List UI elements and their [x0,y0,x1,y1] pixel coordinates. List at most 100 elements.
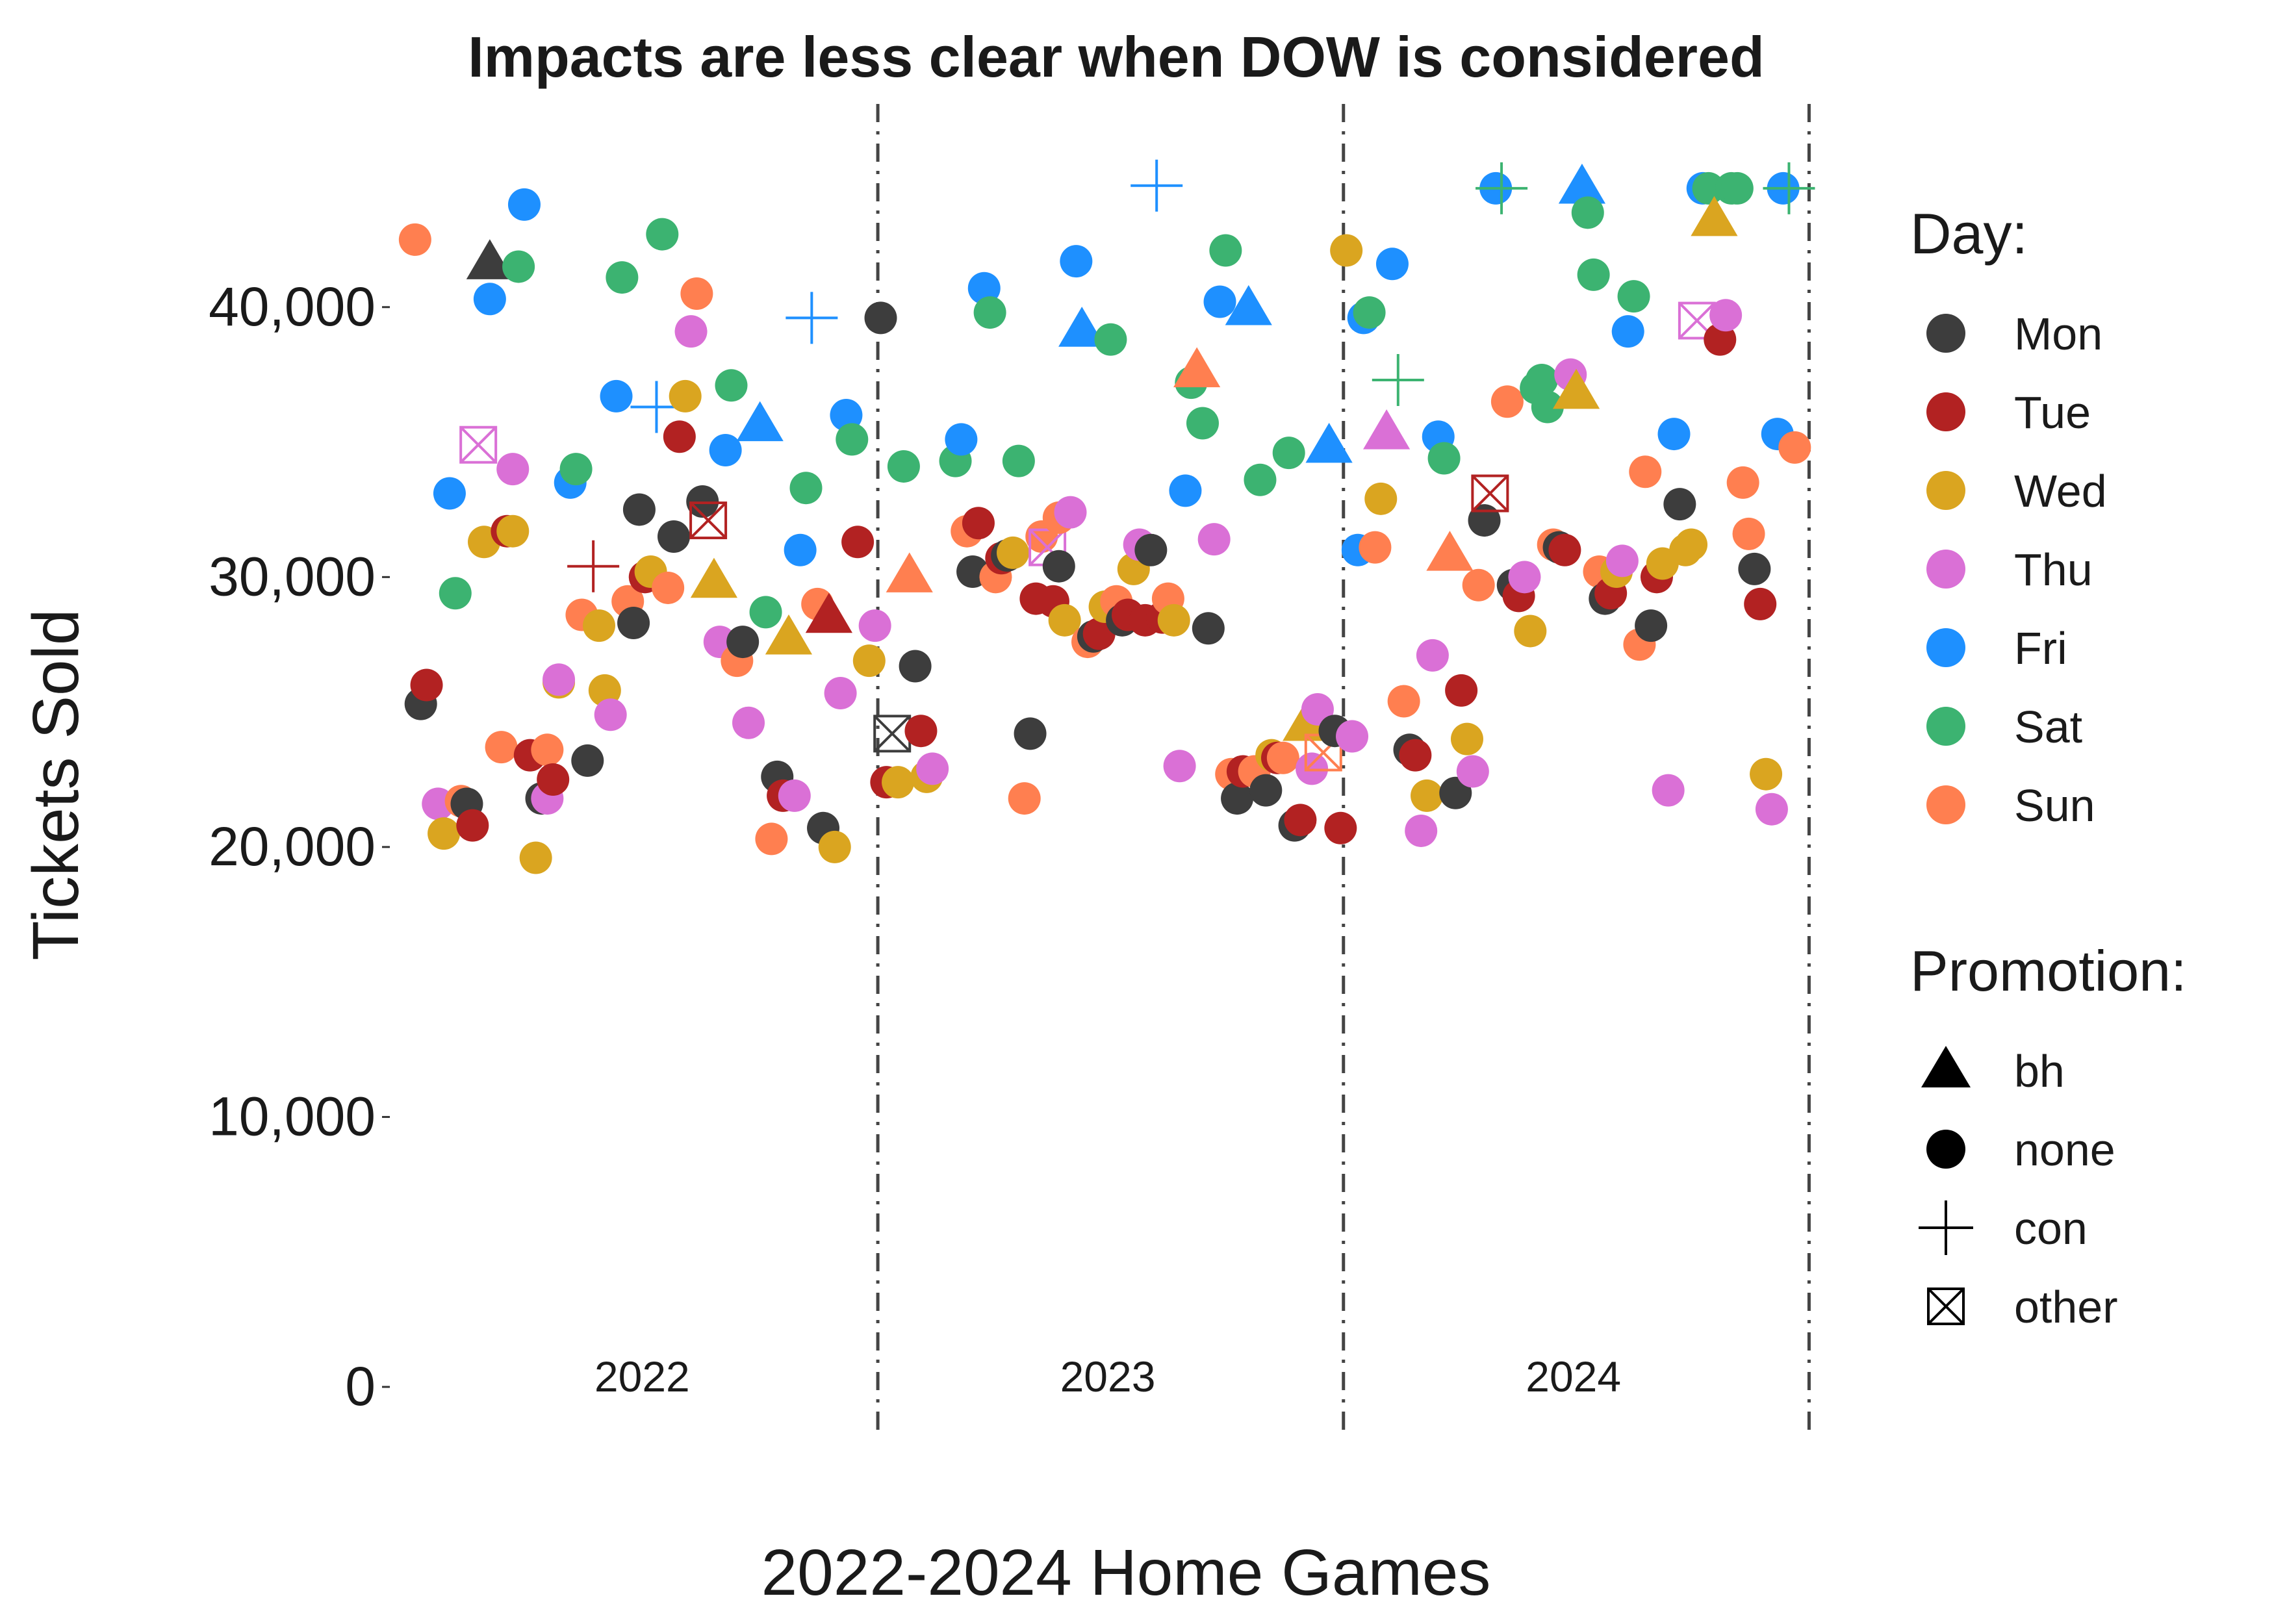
data-point [410,668,443,702]
data-point [594,698,627,731]
legend: Day: Mon Tue Wed Thu Fri Sat Sun Promotion: bh… [1910,201,2187,1332]
data-point [1221,782,1254,815]
data-point [736,401,784,442]
data-point [657,520,690,553]
data-point [1324,811,1357,844]
legend-promotion-items: bh none con other [1919,1046,2118,1332]
data-point [1617,280,1650,313]
data-point [1450,722,1483,755]
data-point [496,453,530,486]
data-point [1411,779,1444,812]
legend-day-label: Mon [2014,309,2102,359]
data-point [1375,247,1409,281]
data-points [398,159,1815,874]
data-point [904,715,938,748]
legend-promotion-label: con [2014,1203,2088,1254]
data-point [537,763,570,796]
data-point [1778,431,1811,464]
data-point [778,779,811,812]
data-point [1720,171,1754,205]
data-point [1426,531,1474,571]
legend-day-swatch [1926,628,1965,667]
legend-day-swatch [1926,392,1965,431]
data-point [852,644,886,678]
data-point [1284,804,1317,837]
data-point [1197,523,1231,556]
data-point [1296,752,1329,785]
data-point [1359,531,1392,564]
data-point [1266,741,1299,774]
data-point [663,420,696,453]
data-point [582,609,615,642]
data-point [1131,159,1183,212]
data-point [1353,296,1386,329]
data-point [1283,700,1330,741]
data-point [1490,385,1524,418]
data-point [1060,245,1093,278]
data-point [916,752,949,785]
data-point [1330,234,1363,267]
season-label: 2023 [1060,1352,1156,1401]
data-point [1157,603,1190,637]
legend-day-title: Day: [1910,201,2028,266]
data-point [1399,739,1432,772]
data-point [967,272,1001,305]
legend-day-label: Sun [2014,780,2095,831]
data-point [622,493,656,526]
legend-day-swatch [1926,785,1965,824]
data-point [1526,363,1559,396]
data-point [765,614,813,655]
data-point [1301,692,1334,726]
legend-day-swatch [1926,314,1965,353]
data-point [669,379,702,412]
data-point [428,817,461,850]
data-point [789,472,823,505]
data-point [962,507,995,540]
legend-promotion-swatch [1927,1288,1965,1325]
legend-day-label: Fri [2014,623,2067,674]
data-point [1552,368,1600,409]
data-point [749,596,782,629]
data-point [588,674,621,707]
data-point [674,315,708,348]
data-point [784,533,817,566]
y-axis: 0 10,000 20,000 30,000 40,000 [209,276,390,1417]
legend-promotion-swatch [1919,1200,1973,1255]
y-tick-label: 20,000 [209,816,376,877]
data-point [1629,455,1662,488]
data-point [571,744,604,777]
data-point [1364,482,1398,515]
data-point [1462,568,1495,602]
y-tick-label: 40,000 [209,276,376,337]
data-point [1692,171,1725,205]
legend-promotion-title: Promotion: [1910,939,2187,1003]
legend-day-swatch [1926,707,1965,746]
data-point [824,677,857,710]
data-point [456,809,489,842]
data-point [1014,717,1047,750]
data-point [1405,814,1438,847]
data-point [709,434,742,467]
data-point [1635,609,1668,642]
data-point [873,715,912,753]
legend-promotion-label: bh [2014,1046,2065,1097]
legend-day-label: Sat [2014,702,2082,752]
data-point [882,766,915,799]
data-point [433,477,466,510]
x-axis-title: 2022-2024 Home Games [761,1536,1491,1609]
data-point [1192,612,1225,645]
data-point [1571,196,1604,229]
data-point [1732,517,1765,550]
legend-promotion-label: other [2014,1282,2118,1332]
season-dividers [876,104,1811,1439]
data-point [652,571,685,604]
data-point [502,250,535,283]
data-point [1372,353,1424,406]
y-tick-label: 30,000 [209,546,376,607]
legend-day-label: Tue [2014,387,2091,438]
data-point [887,450,920,483]
data-point [1134,533,1168,566]
data-point [1163,750,1196,783]
data-point [973,296,1006,329]
